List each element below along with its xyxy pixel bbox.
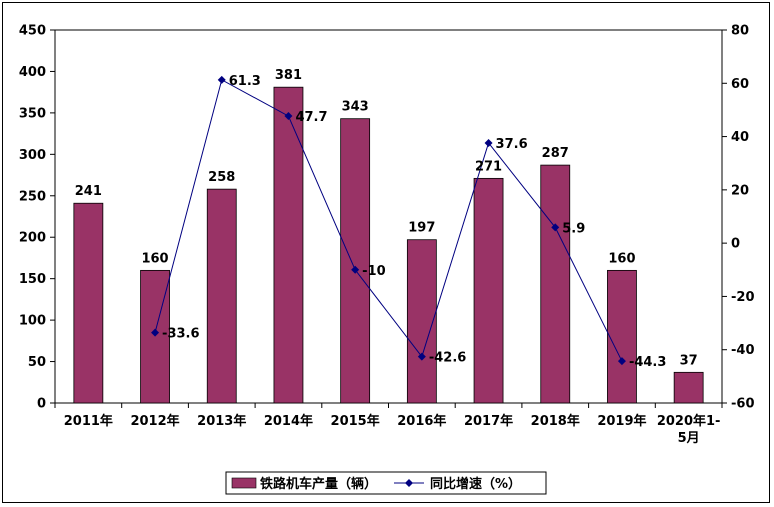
left-axis-tick-label: 150 <box>19 272 46 287</box>
bar-data-label: 381 <box>275 68 302 83</box>
line-data-label: -10 <box>362 264 386 279</box>
bar-data-label: 37 <box>680 353 698 368</box>
bar <box>540 164 571 404</box>
bar-data-label: 271 <box>475 159 502 174</box>
left-axis-tick-label: 350 <box>19 106 46 121</box>
line-point <box>484 138 493 147</box>
x-axis-category-label: 2019年 <box>597 413 646 429</box>
legend-box <box>225 471 547 495</box>
line-data-label: -33.6 <box>162 327 199 342</box>
right-axis-tick-label: 80 <box>731 24 749 39</box>
bar <box>340 118 371 404</box>
right-axis-tick-label: -60 <box>731 397 755 412</box>
left-axis-tick-label: 450 <box>19 24 46 39</box>
legend-bar-swatch <box>231 477 257 489</box>
bar <box>673 371 704 404</box>
bar-data-label: 241 <box>75 184 102 199</box>
x-axis-category-label: 5月 <box>678 431 700 446</box>
bar-data-label: 160 <box>141 251 168 266</box>
line-point <box>351 265 360 274</box>
left-axis-tick-label: 200 <box>19 231 46 246</box>
right-axis-tick-label: 40 <box>731 130 749 145</box>
left-axis-tick-label: 250 <box>19 189 46 204</box>
line-point <box>417 352 426 361</box>
axes: 0 50 100 150 200 250 300 350 400 450 -60 -40 -20 0 20 4… <box>19 24 755 447</box>
bar-data-label: 343 <box>342 100 369 115</box>
bar-data-label: 287 <box>542 146 569 161</box>
x-axis-category-label: 2020年1- <box>657 413 721 429</box>
x-axis-category-label: 2015年 <box>331 413 380 429</box>
left-axis-tick-label: 400 <box>19 65 46 80</box>
line-data-label: 47.7 <box>295 110 327 125</box>
right-axis-tick-label: 20 <box>731 183 749 198</box>
line-data-label: 5.9 <box>562 221 585 236</box>
left-axis-tick-label: 100 <box>19 314 46 329</box>
line-data-label: -42.6 <box>429 351 466 366</box>
x-axis-category-label: 2014年 <box>264 413 313 429</box>
bar-data-label: 258 <box>208 170 235 185</box>
x-axis-category-label: 2012年 <box>130 413 179 429</box>
line-series <box>151 75 626 366</box>
legend-line-label: 同比增速（%） <box>430 476 521 492</box>
x-axis-category-label: 2013年 <box>197 413 246 429</box>
line-data-label: 37.6 <box>496 137 528 152</box>
x-axis-category-label: 2011年 <box>64 413 113 429</box>
right-axis-tick-label: -40 <box>731 343 755 358</box>
line-point <box>551 223 560 232</box>
bar-data-label: 160 <box>608 251 635 266</box>
bar <box>406 239 437 404</box>
line-point <box>217 75 226 84</box>
bar <box>206 188 237 404</box>
left-axis-tick-label: 0 <box>37 397 46 412</box>
bar <box>273 86 304 404</box>
line-point <box>617 357 626 366</box>
x-axis-category-label: 2017年 <box>464 413 513 429</box>
line-point <box>151 328 160 337</box>
line-point <box>284 112 293 121</box>
bar <box>73 202 104 404</box>
line-data-label: -44.3 <box>629 355 666 370</box>
bar <box>473 177 504 404</box>
legend: 铁路机车产量（辆） 同比增速（%） <box>225 471 547 495</box>
legend-bar-label: 铁路机车产量（辆） <box>259 476 377 492</box>
bar <box>607 269 637 404</box>
legend-line-marker <box>405 479 413 487</box>
growth-line <box>154 79 623 362</box>
bar-data-label: 197 <box>408 221 435 236</box>
right-axis-tick-label: -20 <box>731 290 755 305</box>
x-axis-category-label: 2016年 <box>397 413 446 429</box>
left-axis-tick-label: 300 <box>19 148 46 163</box>
right-axis-tick-label: 60 <box>731 77 749 92</box>
left-axis-tick-label: 50 <box>28 355 46 370</box>
right-axis-tick-label: 0 <box>731 237 740 252</box>
x-axis-category-label: 2018年 <box>531 413 580 429</box>
data-labels: 241 160 258 381 343 197 271 287 160 37 -33.6 61.3 47… <box>75 68 698 370</box>
bar <box>140 269 170 404</box>
line-data-label: 61.3 <box>229 74 261 89</box>
bar-series <box>73 86 704 404</box>
